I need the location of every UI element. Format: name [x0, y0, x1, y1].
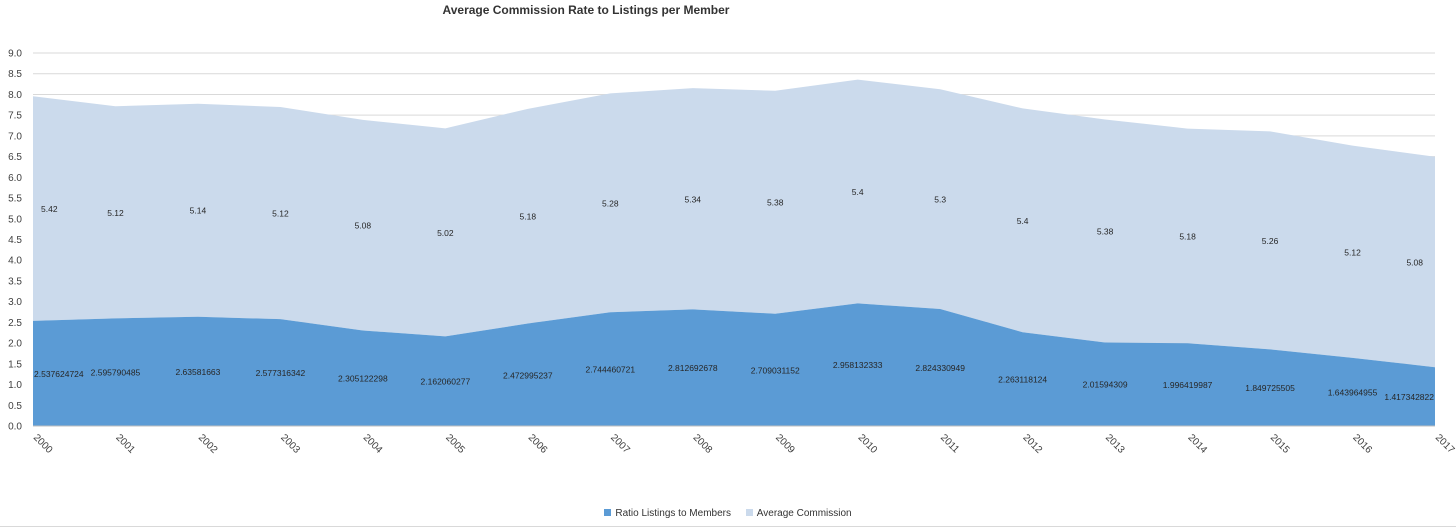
x-tick-label: 2011 [938, 432, 961, 455]
y-tick-label: 0.5 [8, 401, 22, 412]
x-tick-label: 2008 [691, 432, 715, 456]
x-tick-label: 2016 [1350, 432, 1374, 456]
data-label-commission: 5.14 [190, 206, 207, 216]
bottom-divider [0, 526, 1456, 527]
data-label-ratio: 2.812692678 [668, 363, 718, 373]
x-tick-label: 2015 [1268, 432, 1292, 456]
y-tick-label: 0.0 [8, 422, 22, 433]
y-tick-label: 1.0 [8, 380, 22, 391]
y-tick-label: 9.0 [8, 49, 22, 60]
data-label-ratio: 1.643964955 [1328, 387, 1378, 397]
data-label-ratio: 2.577316342 [256, 368, 306, 378]
data-label-commission: 5.38 [767, 198, 784, 208]
y-tick-label: 7.5 [8, 111, 22, 122]
data-label-commission: 5.12 [272, 209, 289, 219]
y-tick-label: 4.0 [8, 256, 22, 267]
y-tick-label: 3.0 [8, 297, 22, 308]
data-label-commission: 5.12 [107, 208, 124, 218]
area-ratio-listings [33, 303, 1435, 426]
y-tick-label: 1.5 [8, 359, 22, 370]
y-tick-label: 3.5 [8, 276, 22, 287]
chart-title: Average Commission Rate to Listings per … [442, 3, 730, 17]
x-tick-label: 2017 [1433, 432, 1456, 456]
x-tick-label: 2001 [113, 432, 137, 456]
data-label-ratio: 2.958132333 [833, 360, 883, 370]
data-label-ratio: 2.744460721 [585, 365, 635, 375]
x-tick-label: 2003 [278, 432, 302, 456]
data-label-commission: 5.38 [1097, 226, 1114, 236]
data-label-ratio: 2.595790485 [91, 368, 141, 378]
data-label-ratio: 2.305122298 [338, 374, 388, 384]
data-label-commission: 5.3 [934, 195, 946, 205]
x-tick-label: 2002 [196, 432, 220, 456]
data-label-commission: 5.08 [1406, 257, 1423, 267]
data-label-commission: 5.18 [1179, 231, 1196, 241]
legend-item-ratio: Ratio Listings to Members [604, 508, 731, 519]
data-label-ratio: 1.849725505 [1245, 383, 1295, 393]
data-label-commission: 5.42 [41, 204, 58, 214]
y-tick-label: 4.5 [8, 235, 22, 246]
x-tick-label: 2010 [856, 432, 880, 456]
x-tick-label: 2007 [608, 432, 632, 456]
y-tick-label: 8.5 [8, 69, 22, 80]
data-label-ratio: 1.417342822 [1384, 392, 1434, 402]
y-tick-label: 6.5 [8, 152, 22, 163]
data-label-commission: 5.18 [520, 212, 537, 222]
x-tick-label: 2006 [526, 432, 550, 456]
y-tick-label: 5.0 [8, 214, 22, 225]
x-tick-label: 2000 [31, 432, 55, 456]
data-label-commission: 5.34 [684, 194, 701, 204]
data-label-commission: 5.4 [852, 187, 864, 197]
x-tick-label: 2012 [1021, 432, 1045, 456]
y-tick-label: 7.0 [8, 131, 22, 142]
x-tick-label: 2005 [443, 432, 467, 456]
data-label-ratio: 2.472995237 [503, 370, 553, 380]
data-label-commission: 5.26 [1262, 236, 1279, 246]
data-label-commission: 5.08 [355, 221, 372, 231]
legend-swatch-commission [745, 508, 753, 516]
x-tick-label: 2004 [361, 432, 385, 456]
legend-label-ratio: Ratio Listings to Members [615, 508, 731, 519]
y-tick-label: 5.5 [8, 194, 22, 205]
legend-label-commission: Average Commission [756, 508, 852, 519]
y-tick-label: 2.5 [8, 318, 22, 329]
data-label-ratio: 2.263118124 [998, 375, 1047, 385]
data-label-commission: 5.12 [1344, 247, 1361, 257]
data-label-commission: 5.28 [602, 198, 619, 208]
data-label-ratio: 2.63581663 [175, 367, 220, 377]
legend-swatch-ratio [604, 508, 612, 516]
data-label-ratio: 2.824330949 [915, 363, 965, 373]
x-tick-label: 2014 [1185, 432, 1209, 456]
data-label-commission: 5.4 [1017, 216, 1029, 226]
legend-item-commission: Average Commission [745, 508, 852, 519]
y-tick-label: 2.0 [8, 339, 22, 350]
data-label-ratio: 2.709031152 [751, 365, 800, 375]
x-tick-label: 2009 [773, 432, 797, 456]
y-tick-label: 8.0 [8, 90, 22, 101]
y-tick-label: 6.0 [8, 173, 22, 184]
data-label-ratio: 2.162060277 [421, 377, 471, 387]
data-label-ratio: 2.537624724 [34, 369, 84, 379]
data-label-commission: 5.02 [437, 228, 454, 238]
chart-legend: Ratio Listings to Members Average Commis… [0, 508, 1456, 519]
data-label-ratio: 1.996419987 [1163, 380, 1213, 390]
area-average-commission [33, 79, 1435, 368]
x-tick-label: 2013 [1103, 432, 1127, 456]
data-label-ratio: 2.01594309 [1083, 380, 1128, 390]
